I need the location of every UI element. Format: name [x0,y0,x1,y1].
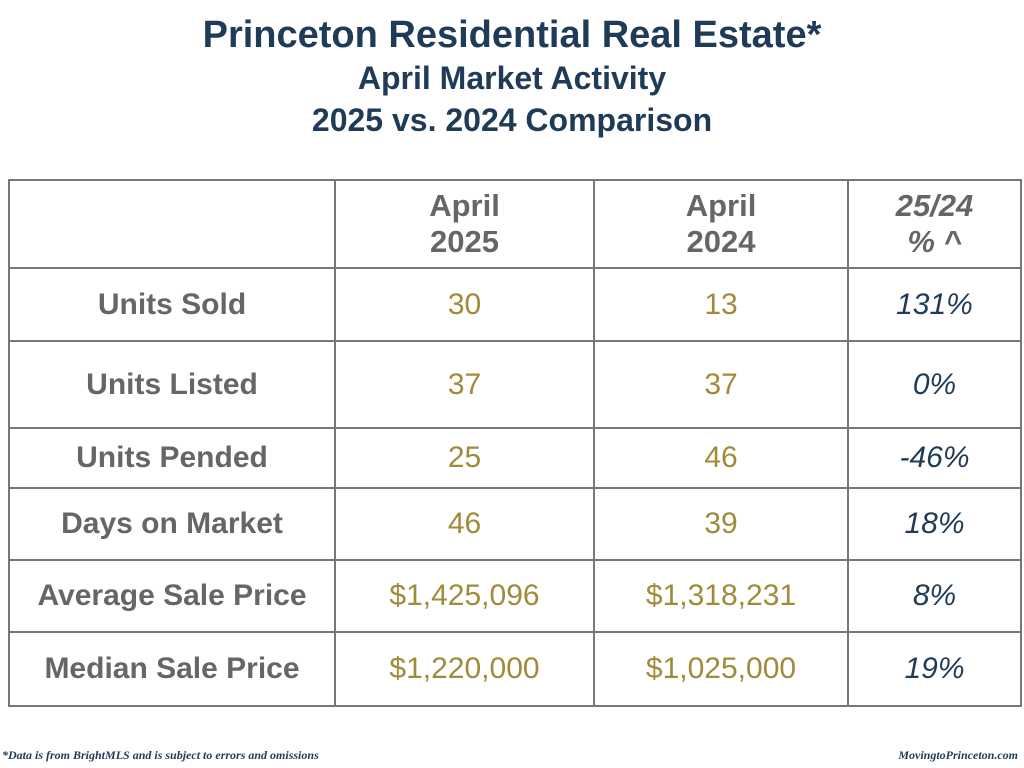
table-row: Median Sale Price $1,220,000 $1,025,000 … [8,631,1022,707]
value-2024: $1,025,000 [593,631,849,707]
row-label: Days on Market [8,487,336,561]
page-title: Princeton Residential Real Estate* [202,14,822,56]
table-row: Units Sold 30 13 131% [8,267,1022,342]
data-disclaimer: *Data is from BrightMLS and is subject t… [2,748,319,762]
percent-change: -46% [847,427,1022,489]
percent-change: 0% [847,340,1022,429]
header-month: April [685,188,757,223]
value-2024: 13 [593,267,849,342]
header-cell-percent-change: 25/24 % ^ [847,179,1022,269]
page-subtitle: April Market Activity [357,60,667,96]
market-activity-table: April 2025 April 2024 25/24 % ^ Units So… [8,179,1022,707]
value-2025: 25 [334,427,595,489]
table-row: Units Pended 25 46 -46% [8,427,1022,489]
value-2025: $1,425,096 [334,559,595,633]
table-row: Days on Market 46 39 18% [8,487,1022,561]
row-label: Units Pended [8,427,336,489]
value-2025: 46 [334,487,595,561]
table-row: Average Sale Price $1,425,096 $1,318,231… [8,559,1022,633]
percent-change: 8% [847,559,1022,633]
table-row: Units Listed 37 37 0% [8,340,1022,429]
value-2025: 37 [334,340,595,429]
percent-change: 19% [847,631,1022,707]
header-year: 2025 [430,224,499,259]
header-percent: % ^ [907,224,962,259]
row-label: Median Sale Price [8,631,336,707]
value-2025: 30 [334,267,595,342]
row-label: Units Listed [8,340,336,429]
row-label: Average Sale Price [8,559,336,633]
header-year: 2024 [686,224,756,259]
value-2024: 37 [593,340,849,429]
value-2024: 39 [593,487,849,561]
header-month: April [429,188,500,223]
header-cell-april-2025: April 2025 [334,179,595,269]
header-cell-april-2024: April 2024 [593,179,849,269]
table-header-row: April 2025 April 2024 25/24 % ^ [8,179,1022,269]
percent-change: 18% [847,487,1022,561]
header-cell-empty [8,179,336,269]
title-block: Princeton Residential Real Estate* April… [0,12,1024,142]
value-2024: $1,318,231 [593,559,849,633]
percent-change: 131% [847,267,1022,342]
comparison-title: 2025 vs. 2024 Comparison [311,102,713,138]
row-label: Units Sold [8,267,336,342]
value-2024: 46 [593,427,849,489]
site-credit: MovingtoPrinceton.com [898,748,1018,762]
header-ratio: 25/24 [895,188,974,223]
value-2025: $1,220,000 [334,631,595,707]
